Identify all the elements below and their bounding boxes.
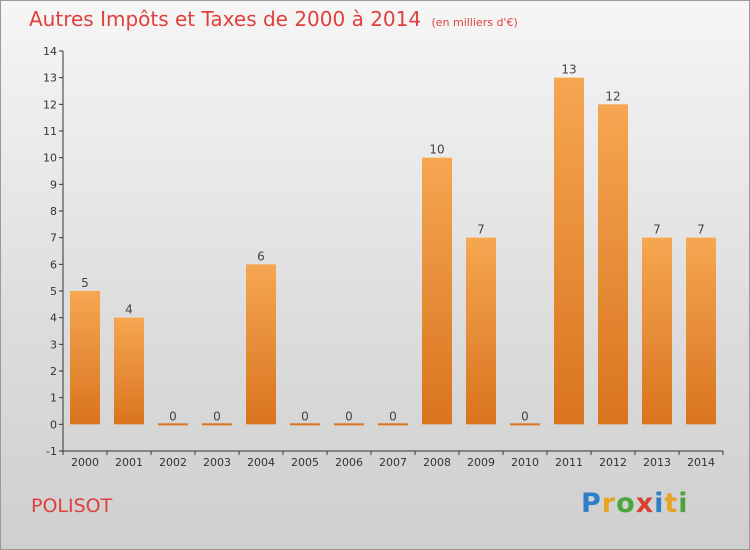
bar (246, 264, 276, 425)
bar (554, 77, 584, 425)
data-label: 0 (169, 409, 177, 423)
bar (422, 157, 452, 425)
x-tick-label: 2013 (643, 456, 671, 469)
data-label: 12 (605, 89, 620, 103)
bars (70, 77, 716, 426)
y-tick-label: 1 (50, 392, 57, 405)
bar (598, 104, 628, 425)
data-label: 0 (345, 409, 353, 423)
bar (114, 317, 144, 425)
chart-title: Autres Impôts et Taxes de 2000 à 2014 (e… (29, 7, 518, 31)
logo-letter: r (601, 488, 617, 519)
logo-letter: x (635, 488, 655, 519)
data-label: 7 (697, 223, 705, 237)
data-label: 13 (561, 63, 576, 77)
y-tick-label: 10 (43, 152, 57, 165)
data-label: 6 (257, 249, 265, 263)
data-labels: 5 4 0 0 6 0 0 0 10 7 0 13 12 7 7 (81, 63, 705, 424)
data-label: 0 (521, 409, 529, 423)
data-label: 0 (301, 409, 309, 423)
y-tick-label: 5 (50, 285, 57, 298)
x-tick-label: 2001 (115, 456, 143, 469)
y-tick-label: -1 (46, 445, 57, 458)
x-tick-label: 2004 (247, 456, 275, 469)
y-tick-label: 11 (43, 125, 57, 138)
logo-letter: t (664, 488, 679, 519)
y-tick-label: 2 (50, 365, 57, 378)
data-label: 10 (429, 143, 444, 157)
bar (334, 423, 364, 426)
y-tick-label: 7 (50, 232, 57, 245)
bar (466, 237, 496, 425)
data-label: 7 (477, 223, 485, 237)
x-tick-label: 2011 (555, 456, 583, 469)
data-label: 4 (125, 303, 133, 317)
data-label: 0 (389, 409, 397, 423)
x-tick-label: 2014 (687, 456, 715, 469)
bar (70, 291, 100, 425)
bar (686, 237, 716, 425)
x-tick-label: 2002 (159, 456, 187, 469)
x-tick-label: 2012 (599, 456, 627, 469)
x-tick-label: 2003 (203, 456, 231, 469)
y-tick-label: 0 (50, 418, 57, 431)
bar (378, 423, 408, 426)
x-tick-label: 2010 (511, 456, 539, 469)
data-label: 7 (653, 223, 661, 237)
x-tick-label: 2005 (291, 456, 319, 469)
y-tick-label: 6 (50, 258, 57, 271)
y-tick-label: 9 (50, 178, 57, 191)
data-label: 0 (213, 409, 221, 423)
bar (158, 423, 188, 426)
x-tick-label: 2008 (423, 456, 451, 469)
data-label: 5 (81, 276, 89, 290)
logo-letter: i (678, 488, 689, 519)
bar (290, 423, 320, 426)
y-tick-label: 4 (50, 312, 57, 325)
y-tick-label: 13 (43, 72, 57, 85)
y-tick-label: 8 (50, 205, 57, 218)
y-tick-label: 3 (50, 338, 57, 351)
y-tick-label: 12 (43, 98, 57, 111)
chart-title-text: Autres Impôts et Taxes de 2000 à 2014 (29, 7, 422, 31)
x-tick-label: 2006 (335, 456, 363, 469)
commune-name: POLISOT (31, 495, 113, 517)
x-tick-label: 2007 (379, 456, 407, 469)
bar (510, 423, 540, 426)
logo-letter: i (654, 488, 665, 519)
x-tick-label: 2000 (71, 456, 99, 469)
bar (202, 423, 232, 426)
logo-letter: P (581, 488, 602, 519)
chart-subtitle: (en milliers d'€) (431, 16, 518, 29)
logo-letter: o (616, 488, 636, 519)
proxiti-logo[interactable]: Proxiti (581, 488, 689, 519)
y-tick-label: 14 (43, 45, 57, 58)
x-tick-label: 2009 (467, 456, 495, 469)
bar (642, 237, 672, 425)
